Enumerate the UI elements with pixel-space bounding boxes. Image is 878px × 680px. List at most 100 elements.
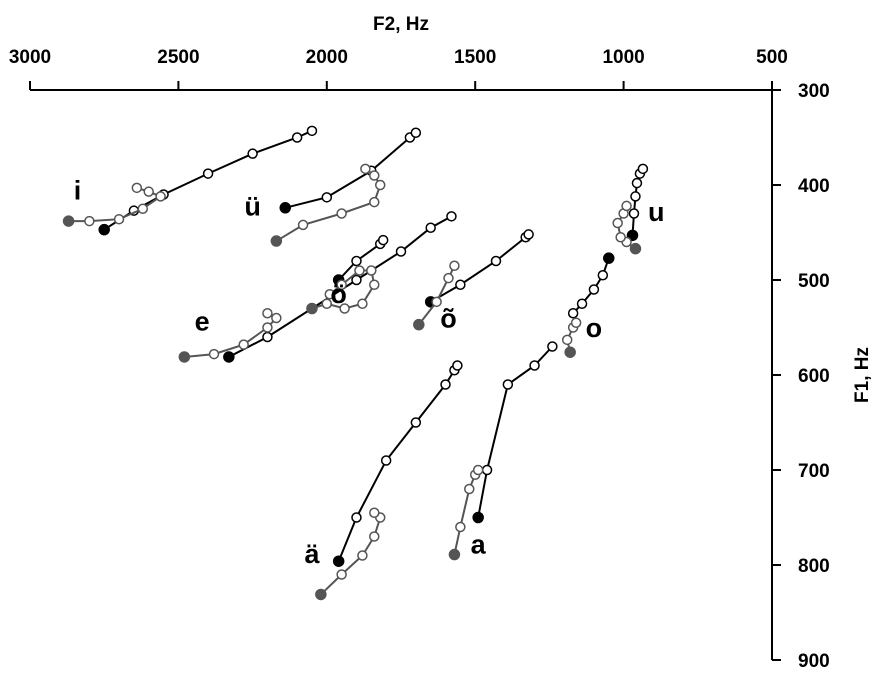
series-point <box>262 322 273 333</box>
series-point <box>369 507 380 518</box>
series-start-point <box>626 229 639 242</box>
series-line <box>275 168 382 242</box>
series-point <box>455 279 466 290</box>
y-tick-label: 600 <box>798 366 830 387</box>
series-black <box>472 341 558 524</box>
vowel-label: ä <box>304 539 320 569</box>
series-point <box>449 260 460 271</box>
series-gray <box>62 182 166 227</box>
series-point <box>238 339 249 350</box>
series-point <box>321 192 333 203</box>
series-point <box>374 179 386 191</box>
series-point <box>377 234 389 246</box>
series-gray <box>448 464 484 561</box>
series-point <box>143 186 154 197</box>
series-line <box>418 265 456 326</box>
x-axis-ticks: 3000 2500 2000 1500 1000 500 <box>9 47 788 90</box>
series-start-point <box>306 302 318 315</box>
series-point <box>637 163 649 175</box>
series-start-point <box>315 588 327 601</box>
vowel-label: e <box>195 306 210 336</box>
x-tick-label: 1000 <box>602 47 644 68</box>
series-start-point <box>62 215 75 227</box>
series-point <box>208 348 220 360</box>
x-tick-label: 2500 <box>157 47 199 68</box>
series-point <box>567 308 579 319</box>
series-point <box>339 303 350 314</box>
series-start-point <box>270 235 283 247</box>
series-point <box>597 270 609 281</box>
series-black <box>332 360 463 567</box>
series-point <box>631 177 643 189</box>
series-point <box>202 168 214 179</box>
series-point <box>84 215 95 227</box>
series-line <box>337 364 459 562</box>
series-point <box>455 521 466 533</box>
series-point <box>366 265 377 276</box>
series-point <box>621 200 632 212</box>
vowel-label: ö <box>330 279 347 309</box>
x-axis-title: F2, Hz <box>373 14 429 35</box>
series-point <box>336 279 347 290</box>
series-point <box>336 569 347 580</box>
series-line <box>477 345 554 518</box>
series-point <box>561 334 573 346</box>
series-point <box>410 417 422 428</box>
series-line <box>430 233 530 303</box>
y-tick-label: 900 <box>798 651 830 672</box>
series-black <box>567 252 615 319</box>
series-point <box>443 272 454 284</box>
series-point <box>612 217 623 229</box>
vowel-label: u <box>648 197 665 227</box>
series-point <box>357 550 368 561</box>
vowel-label: o <box>586 313 603 343</box>
series-point <box>321 298 333 309</box>
series-point <box>357 298 368 309</box>
series-start-point <box>564 346 576 358</box>
series-start-point <box>629 242 642 255</box>
series-point <box>351 512 362 523</box>
series-black <box>626 163 649 242</box>
y-tick-label: 800 <box>798 556 830 577</box>
series-point <box>306 125 318 137</box>
series-gray <box>315 507 386 601</box>
series-point <box>131 182 143 194</box>
series-point <box>369 531 380 542</box>
x-tick-label: 3000 <box>9 47 51 68</box>
series-point <box>336 208 347 219</box>
series-start-point <box>332 555 345 567</box>
y-tick-label: 500 <box>798 271 830 292</box>
series-point <box>472 464 484 476</box>
series-start-point <box>448 548 461 561</box>
series-point <box>297 219 309 231</box>
series-point <box>262 331 273 343</box>
series-point <box>262 308 273 319</box>
x-tick-label: 2000 <box>306 47 348 68</box>
series-point <box>502 379 514 390</box>
series-start-point <box>279 202 291 214</box>
series-point <box>440 379 451 390</box>
series-point <box>271 312 282 324</box>
series-point <box>481 464 493 476</box>
series-point <box>113 213 125 225</box>
vowel-label: i <box>74 175 82 205</box>
vowel-label: ü <box>244 191 261 221</box>
series-gray <box>413 260 460 331</box>
x-tick-label: 1500 <box>454 47 496 68</box>
series-point <box>425 222 436 233</box>
y-tick-label: 300 <box>798 81 830 102</box>
series-point <box>576 298 588 309</box>
y-axis-ticks: 300 400 500 600 700 800 900 <box>772 81 830 672</box>
plot-series <box>62 125 649 601</box>
series-point <box>351 255 362 267</box>
series-black <box>223 211 457 363</box>
y-tick-label: 700 <box>798 461 830 482</box>
series-black <box>98 125 318 236</box>
vowel-label: a <box>471 530 487 560</box>
series-point <box>464 483 475 495</box>
series-point <box>291 132 303 143</box>
series-start-point <box>413 318 425 331</box>
series-point <box>354 265 365 276</box>
series-point <box>369 279 380 290</box>
series-start-point <box>603 252 615 264</box>
